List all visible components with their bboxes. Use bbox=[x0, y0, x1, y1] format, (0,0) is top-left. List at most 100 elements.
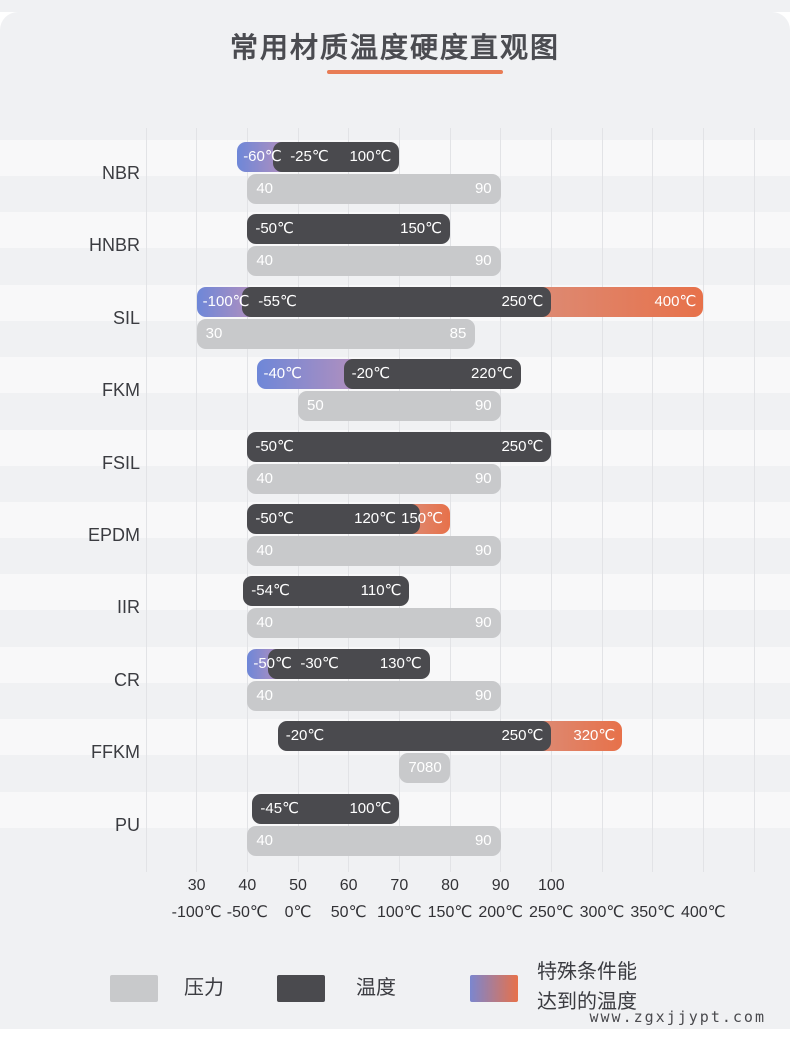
pressure-bar: 70 80 bbox=[399, 753, 450, 784]
hardness-tick: 80 bbox=[441, 877, 459, 894]
pressure-max-label: 90 bbox=[474, 469, 492, 487]
pressure-swatch bbox=[110, 975, 158, 1002]
material-label: NBR bbox=[101, 163, 140, 183]
gridline bbox=[500, 128, 502, 872]
temp-min-label: -50℃ bbox=[255, 437, 294, 455]
title-underline bbox=[327, 70, 503, 74]
temp-min-label: -25℃ bbox=[290, 148, 329, 165]
chart-card: 常用材质温度硬度直观图 30 40 50 60 70 80 90 100 -100℃ -50℃ 0℃… bbox=[0, 12, 790, 1029]
temperature-tick: 50℃ bbox=[330, 904, 367, 921]
material-label: SIL bbox=[112, 307, 140, 328]
temperature-tick: 250℃ bbox=[528, 904, 574, 921]
temperature-bar bbox=[247, 504, 420, 534]
material-label: IIR bbox=[116, 597, 140, 618]
temperature-bar bbox=[243, 576, 410, 607]
pressure-bar: 40 90 bbox=[247, 536, 501, 566]
special-label-line2: 达到的温度 bbox=[537, 991, 637, 1013]
pressure-bar: 40 90 bbox=[247, 246, 501, 277]
temperature-bar bbox=[277, 721, 552, 752]
special-cold-label: -40℃ bbox=[263, 365, 302, 383]
temperature-tick: 0℃ bbox=[284, 904, 312, 921]
pressure-bar: 40 90 bbox=[247, 680, 501, 711]
hardness-tick: 90 bbox=[491, 877, 510, 894]
temp-min-label: -55℃ bbox=[258, 292, 297, 310]
temp-max-label: 100℃ bbox=[349, 799, 392, 817]
pressure-min-label: 40 bbox=[256, 686, 274, 704]
pressure-min-label: 40 bbox=[256, 614, 274, 632]
temperature-tick: -50℃ bbox=[226, 904, 268, 921]
temp-max-label: 250℃ bbox=[501, 292, 544, 310]
pressure-bar: 40 90 bbox=[247, 608, 501, 639]
material-label: FSIL bbox=[101, 452, 140, 473]
gridline bbox=[297, 128, 299, 872]
gridline bbox=[398, 128, 400, 872]
pressure-max-label: 90 bbox=[474, 686, 492, 704]
hardness-tick: 30 bbox=[187, 877, 206, 894]
pressure-bar: 40 90 bbox=[247, 463, 501, 494]
special-hot-segment bbox=[539, 721, 623, 752]
temp-max-label: 220℃ bbox=[471, 365, 513, 383]
pressure-max-label: 90 bbox=[474, 397, 492, 415]
temperature-tick: 300℃ bbox=[579, 904, 625, 921]
special-hot-label: 320℃ bbox=[573, 727, 616, 745]
gridline bbox=[348, 128, 350, 872]
plot-area: 30 40 50 60 70 80 90 100 -100℃ -50℃ 0℃ 50℃ 100℃ 150℃ 2… bbox=[0, 12, 790, 1029]
temp-max-label: 110℃ bbox=[360, 582, 402, 600]
pressure-label: 压力 bbox=[184, 977, 224, 999]
top-strip bbox=[0, 0, 790, 12]
temperature-bar bbox=[247, 214, 450, 245]
special-cold-segment bbox=[257, 359, 356, 390]
gridline bbox=[246, 128, 248, 872]
pressure-max-label: 90 bbox=[474, 252, 492, 270]
temperature-tick: 200℃ bbox=[478, 904, 523, 921]
temperature-bar bbox=[343, 359, 521, 390]
temperature-tick: 100℃ bbox=[376, 904, 422, 921]
special-label-line1: 特殊条件能 bbox=[537, 961, 637, 983]
pressure-min-label: 40 bbox=[256, 831, 274, 849]
gridline bbox=[652, 128, 654, 872]
temp-min-label: -50℃ bbox=[255, 510, 294, 527]
pressure-max-label: 90 bbox=[474, 542, 492, 559]
material-label: PU bbox=[114, 814, 140, 835]
gridline bbox=[145, 128, 147, 872]
special-hot-label: 150℃ bbox=[401, 510, 443, 527]
temp-min-label: -50℃ bbox=[255, 220, 294, 238]
material-label: CR bbox=[114, 669, 140, 690]
temperature-bar bbox=[252, 793, 400, 824]
pressure-max-label: 85 bbox=[449, 324, 467, 342]
special-hot-label: 400℃ bbox=[654, 292, 697, 310]
pressure-min-label: 30 bbox=[205, 324, 223, 342]
special-cold-label: -50℃ bbox=[253, 654, 292, 672]
pressure-bar: 40 90 bbox=[247, 174, 501, 204]
temp-max-label: 100℃ bbox=[349, 148, 392, 165]
temp-max-label: 250℃ bbox=[501, 727, 544, 745]
pressure-min-label: 70 bbox=[408, 759, 426, 777]
gridline bbox=[702, 128, 704, 872]
special-label: 特殊条件能 达到的温度 bbox=[537, 957, 637, 1017]
temperature-tick: 350℃ bbox=[630, 904, 675, 921]
hardness-tick: 60 bbox=[339, 877, 358, 894]
temp-max-label: 150℃ bbox=[400, 220, 442, 238]
hardness-tick: 40 bbox=[238, 877, 257, 894]
special-hot-segment bbox=[539, 286, 704, 317]
page-title: 常用材质温度硬度直观图 bbox=[229, 32, 560, 63]
temperature-tick: 400℃ bbox=[680, 904, 726, 921]
temperature-bar bbox=[242, 286, 552, 317]
pressure-min-label: 40 bbox=[256, 252, 274, 270]
pressure-min-label: 40 bbox=[256, 542, 274, 559]
temp-min-label: -20℃ bbox=[285, 727, 325, 745]
pressure-min-label: 50 bbox=[307, 397, 324, 415]
temperature-bar bbox=[267, 648, 430, 679]
watermark: www.zgxjjypt.com bbox=[589, 1008, 766, 1026]
material-label: FKM bbox=[102, 380, 140, 401]
pressure-max-label: 90 bbox=[474, 180, 492, 197]
gridline bbox=[449, 128, 451, 872]
pressure-max-label: 90 bbox=[474, 614, 492, 632]
temp-min-label: -30℃ bbox=[300, 654, 339, 672]
special-gradient-swatch bbox=[470, 975, 518, 1002]
gridline bbox=[196, 128, 198, 872]
temp-min-label: -54℃ bbox=[251, 582, 290, 600]
temp-min-label: -20℃ bbox=[351, 365, 391, 383]
gridline bbox=[753, 128, 755, 872]
